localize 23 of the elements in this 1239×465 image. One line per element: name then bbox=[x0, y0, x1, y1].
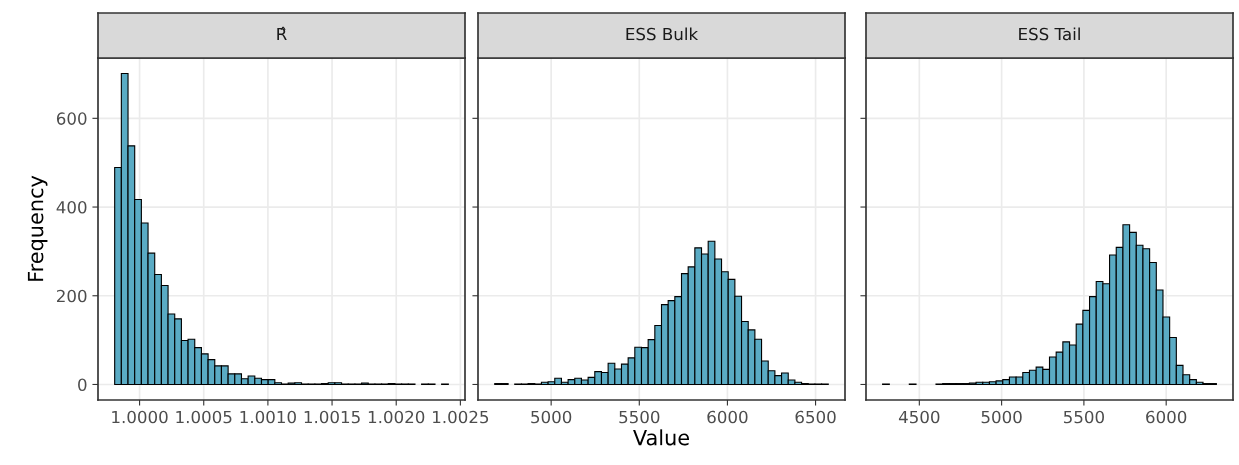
x-tick-label: 6000 bbox=[1146, 410, 1187, 424]
x-tick-label: 5500 bbox=[619, 410, 660, 424]
y-tick-label: 600 bbox=[56, 112, 87, 125]
y-axis-title: Frequency bbox=[27, 175, 48, 281]
x-tick-label: 1.0005 bbox=[176, 410, 232, 424]
x-tick-label: 5000 bbox=[531, 410, 572, 424]
chart-title: R̂ bbox=[277, 26, 287, 41]
x-tick-label: 1.0025 bbox=[433, 410, 489, 424]
x-tick-label: 1.0020 bbox=[368, 410, 425, 424]
y-tick-label: 400 bbox=[56, 201, 87, 214]
chart-title: ESS Tail bbox=[1019, 27, 1080, 41]
y-tick-label: 0 bbox=[78, 378, 87, 392]
x-tick-label: 1.0000 bbox=[112, 410, 168, 424]
y-tick-label: 200 bbox=[56, 289, 87, 303]
x-tick-label: 1.0010 bbox=[240, 410, 296, 424]
x-tick-label: 1.0015 bbox=[304, 410, 360, 424]
x-tick-label: 6000 bbox=[707, 410, 748, 424]
chart-title: ESS Bulk bbox=[626, 27, 699, 41]
x-tick-label: 4500 bbox=[898, 410, 940, 424]
x-tick-label: 5500 bbox=[1063, 410, 1104, 424]
x-axis-title: Value bbox=[633, 429, 689, 446]
x-tick-label: 5000 bbox=[981, 410, 1022, 424]
x-tick-label: 6500 bbox=[795, 410, 836, 424]
